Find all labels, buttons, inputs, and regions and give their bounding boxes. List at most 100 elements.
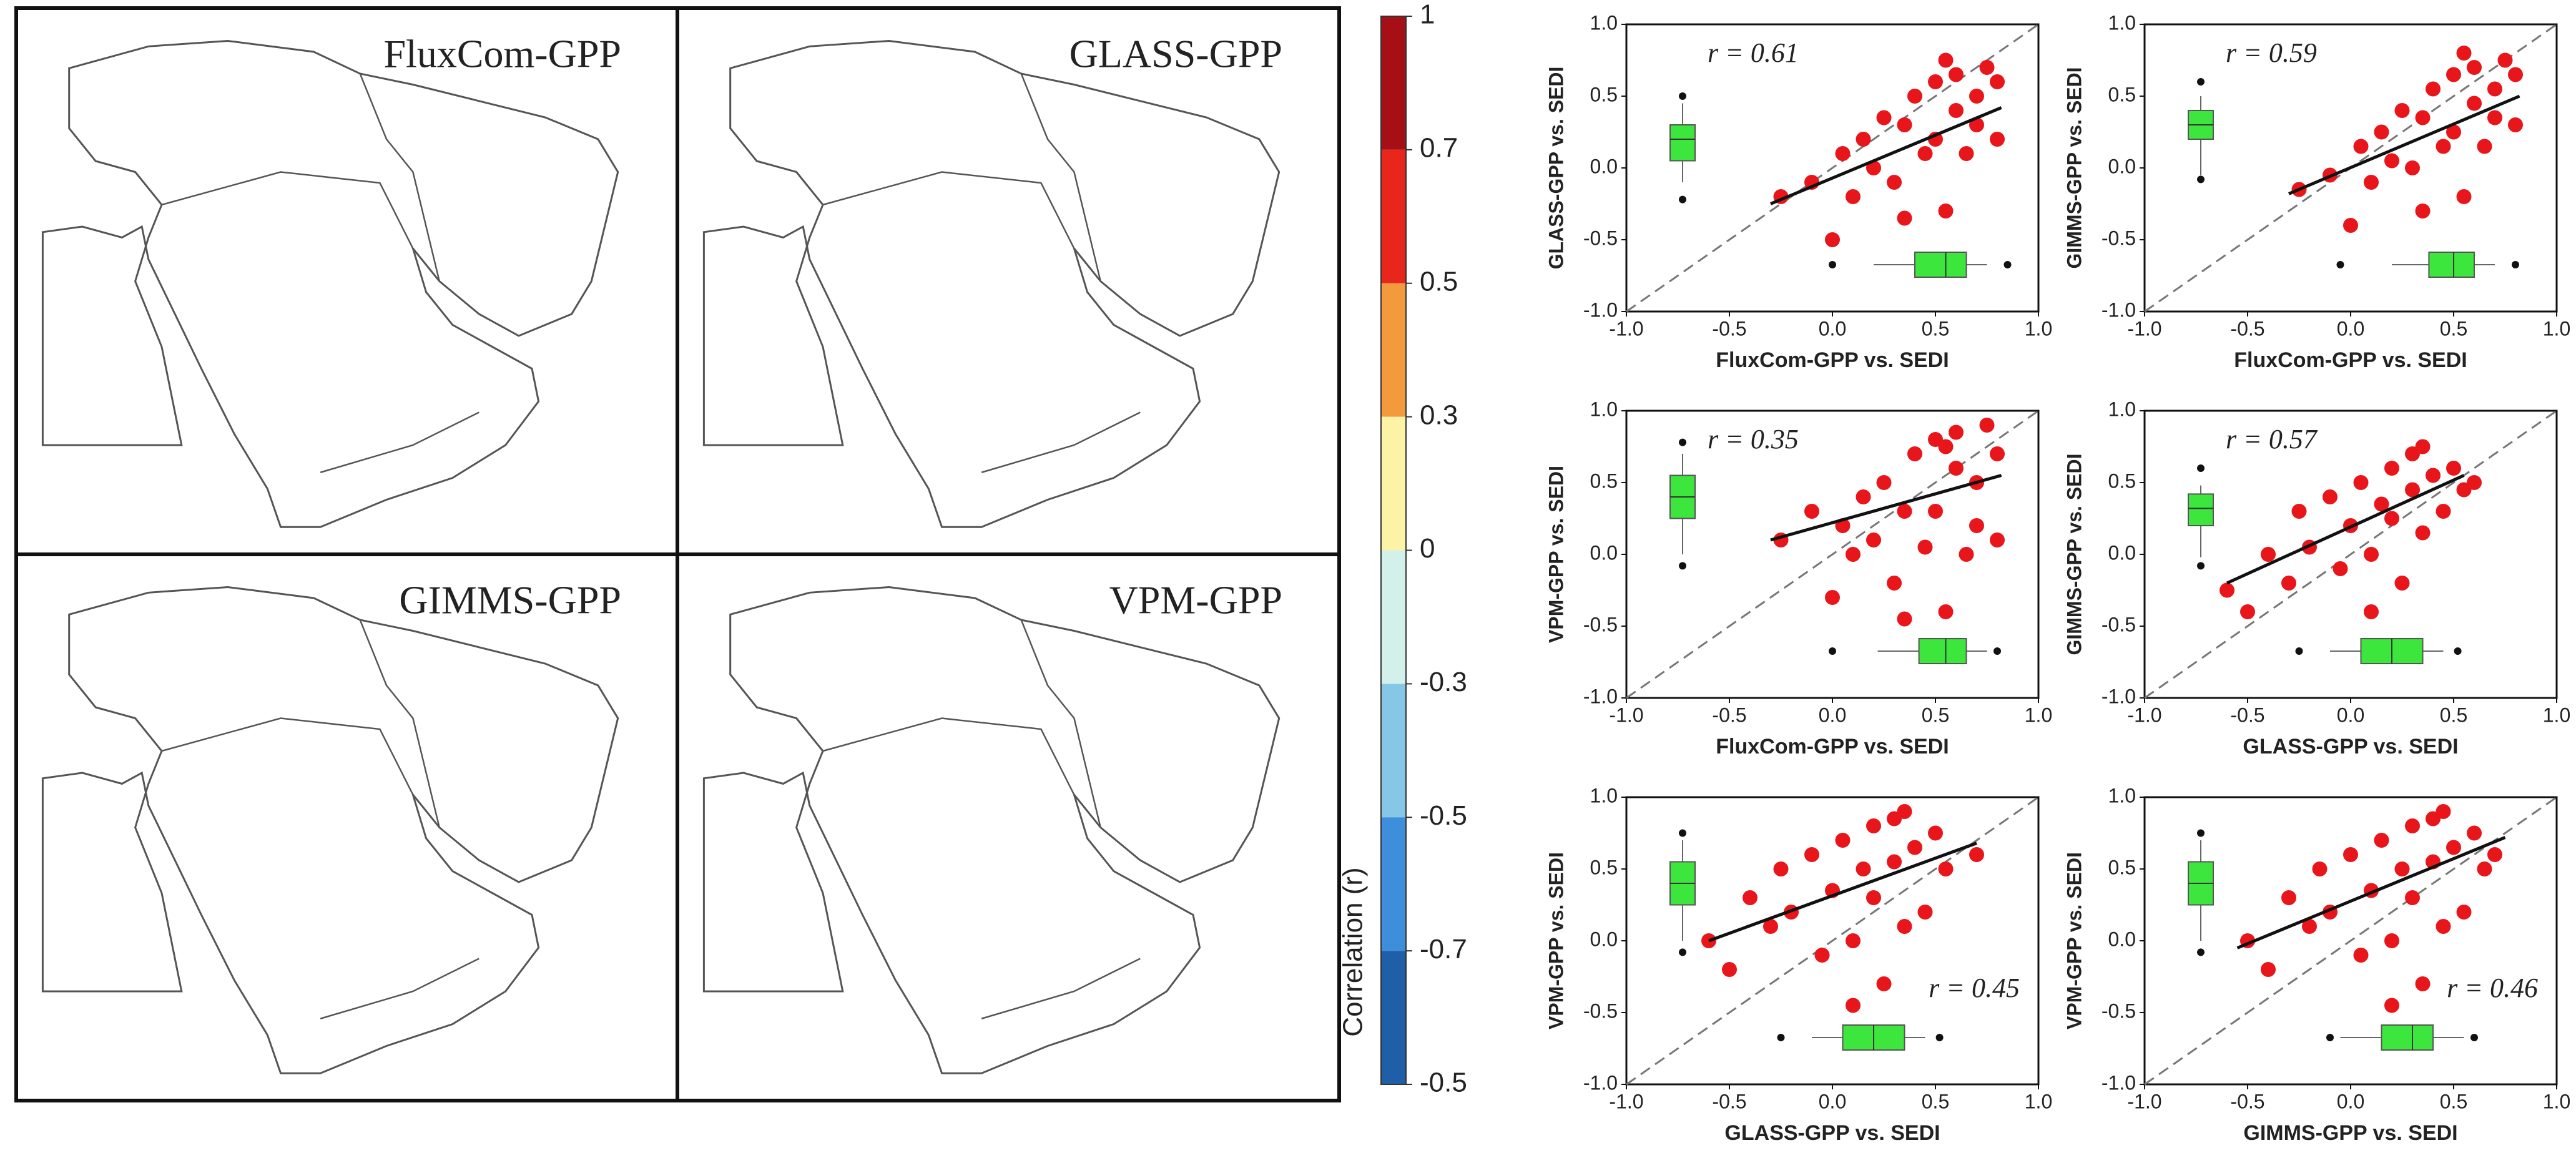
x-tick-label: -1.0 xyxy=(1609,1090,1643,1112)
border-line xyxy=(320,411,479,473)
y-tick-label: 1.0 xyxy=(1590,784,1618,807)
box-outlier xyxy=(2295,647,2303,655)
scatter-point xyxy=(1887,576,1902,591)
scatter-point xyxy=(2436,139,2451,154)
scatter-point xyxy=(2467,96,2482,111)
box-outlier xyxy=(1829,261,1836,268)
scatter-point xyxy=(2374,833,2389,848)
scatter-point xyxy=(1856,861,1871,876)
box-outlier xyxy=(1679,195,1686,204)
scatter-point xyxy=(1990,446,2005,461)
scatter-point xyxy=(2477,139,2492,154)
scatter-point xyxy=(1846,933,1861,948)
y-tick-label: -1.0 xyxy=(1583,685,1618,707)
scatter-point xyxy=(1990,533,2005,547)
scatter-point xyxy=(2426,81,2441,97)
border-line xyxy=(320,958,479,1019)
scatter-point xyxy=(1814,948,1830,963)
box-outlier xyxy=(1679,948,1686,956)
scatter-point xyxy=(1938,52,1954,68)
colorbar-segment xyxy=(1381,416,1406,551)
scatter-point xyxy=(1897,117,1912,132)
x-tick-label: 1.0 xyxy=(2543,704,2570,726)
scatter-point xyxy=(2384,511,2399,526)
scatter-point xyxy=(2415,525,2431,541)
one-to-one-line xyxy=(1626,23,2039,313)
scatter-point xyxy=(1897,210,1912,226)
scatter-point xyxy=(2384,933,2399,948)
scatter-point xyxy=(1938,861,1954,876)
scatter-point xyxy=(2302,919,2317,934)
x-tick-label: 1.0 xyxy=(2025,704,2052,726)
box-outlier xyxy=(2470,1034,2478,1041)
colorbar-segment xyxy=(1381,16,1406,150)
scatter-point xyxy=(1846,998,1861,1013)
box-outlier xyxy=(1679,829,1686,837)
y-tick-label: -1.0 xyxy=(2102,298,2136,321)
box-outlier xyxy=(2197,78,2205,86)
scatter-point xyxy=(2394,861,2410,876)
scatter-point xyxy=(1990,132,2005,147)
box xyxy=(2381,1024,2434,1051)
scatter-point xyxy=(1876,475,1892,490)
scatter-point xyxy=(1866,818,1881,833)
scatter-point xyxy=(2508,117,2523,132)
scatter-point xyxy=(2446,840,2461,855)
scatter-point xyxy=(2384,153,2399,169)
scatter-point xyxy=(2240,604,2255,619)
y-tick-label: 1.0 xyxy=(1590,11,1618,34)
x-axis-label: GIMMS-GPP vs. SEDI xyxy=(2243,1121,2457,1145)
y-tick-label: 0.5 xyxy=(2108,469,2136,492)
one-to-one-line xyxy=(1626,796,2039,1086)
y-tick-label: 0.5 xyxy=(1590,856,1618,878)
scatter-point xyxy=(2456,46,2472,61)
y-axis-label: GLASS-GPP vs. SEDI xyxy=(1545,67,1567,270)
y-tick-label: 0.5 xyxy=(1590,469,1618,492)
scatter-point xyxy=(1866,533,1881,547)
scatter-point xyxy=(2446,124,2461,140)
scatter-point xyxy=(2405,818,2420,833)
scatter-point xyxy=(1969,847,1984,862)
annotation: r = 0.46 xyxy=(2447,973,2538,1003)
scatter-point xyxy=(2467,60,2482,75)
scatter-point xyxy=(2487,847,2502,862)
y-axis-label: VPM-GPP vs. SEDI xyxy=(2063,852,2085,1029)
scatter-point xyxy=(1804,847,1819,862)
x-tick-label: -0.5 xyxy=(1712,317,1746,340)
scatter-point xyxy=(1763,919,1778,934)
box xyxy=(1914,252,1967,278)
scatter-point xyxy=(2312,861,2328,876)
scatter-point xyxy=(1949,461,1964,476)
scatter-point xyxy=(1876,110,1892,125)
scatter-point xyxy=(1917,905,1933,920)
x-axis-label: GLASS-GPP vs. SEDI xyxy=(1724,1121,1940,1145)
colorbar-tick-label: -0.7 xyxy=(1420,934,1467,964)
x-tick-label: -1.0 xyxy=(2127,704,2161,726)
border-line xyxy=(981,411,1141,473)
box-outlier xyxy=(1777,1034,1785,1041)
scatter-point xyxy=(1835,146,1851,161)
box xyxy=(2188,493,2214,527)
scatter-point xyxy=(1917,539,1933,555)
y-tick-label: 0.0 xyxy=(2108,928,2136,950)
scatter-point xyxy=(2405,482,2420,498)
border-line xyxy=(161,717,414,795)
x-tick-label: -1.0 xyxy=(1609,317,1643,340)
map-title: GLASS-GPP xyxy=(1069,32,1282,76)
scatter-point xyxy=(2394,103,2410,118)
box-outlier xyxy=(2197,829,2205,837)
x-axis-label: FluxCom-GPP vs. SEDI xyxy=(1716,735,1949,758)
x-tick-label: 0.0 xyxy=(1819,1090,1846,1112)
annotation: r = 0.57 xyxy=(2226,424,2318,454)
scatter-point xyxy=(2415,110,2431,125)
scatter-point xyxy=(2487,81,2502,97)
scatter-point xyxy=(2343,847,2358,862)
scatter-point xyxy=(2436,804,2451,819)
x-tick-label: 0.0 xyxy=(2337,317,2364,340)
one-to-one-line xyxy=(1626,410,2039,699)
y-tick-label: 1.0 xyxy=(2108,398,2136,420)
fit-line xyxy=(1770,106,2002,205)
x-tick-label: 0.5 xyxy=(2440,317,2467,340)
x-tick-label: 0.5 xyxy=(1922,1090,1949,1112)
y-tick-label: -0.5 xyxy=(1583,227,1618,249)
